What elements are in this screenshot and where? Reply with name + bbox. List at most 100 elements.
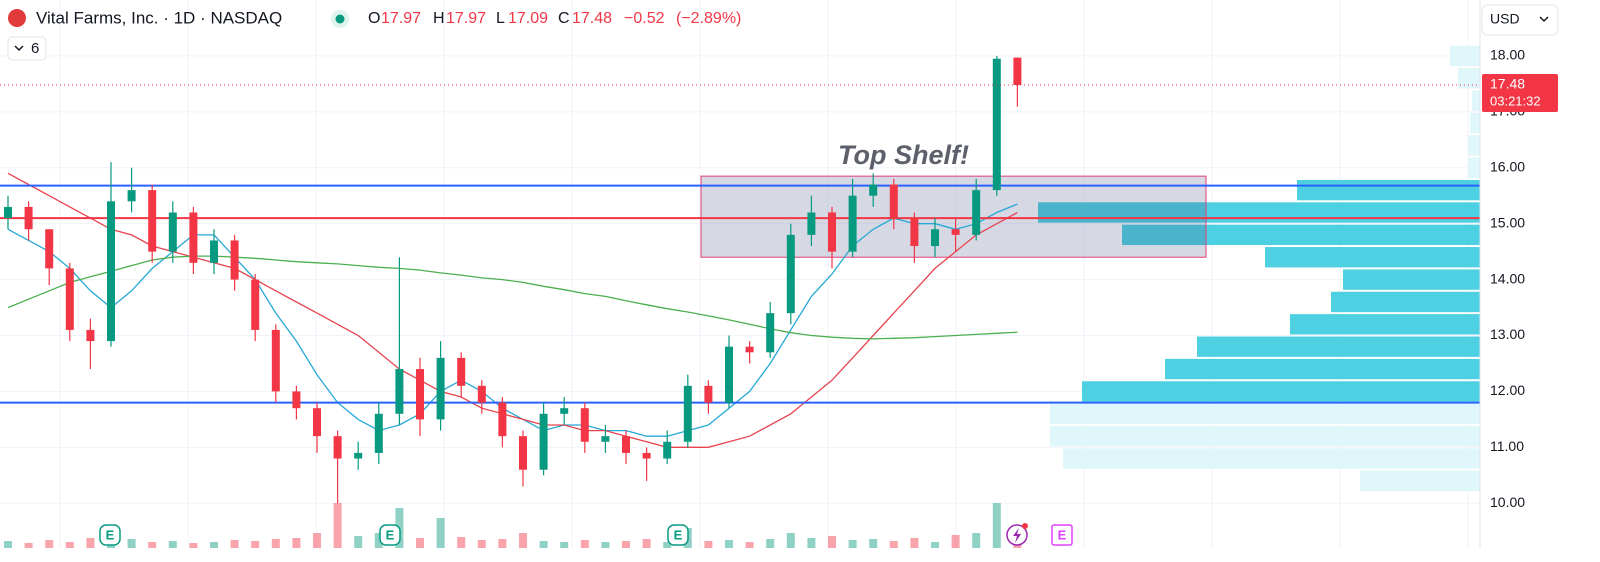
volume-bar [786,533,795,548]
y-tick-label: 13.00 [1490,326,1525,342]
profile-bar [1472,90,1480,111]
event-marker [1051,524,1073,546]
y-tick-label: 15.00 [1490,214,1525,230]
volume-bar [477,540,486,548]
candle-body [148,190,157,252]
candle-body [333,436,342,459]
profile-bar [1265,247,1480,268]
volume-bar [725,540,733,548]
candle-body [560,408,569,414]
h-value: 17.97 [446,10,486,27]
profile-bar [1360,470,1480,492]
profile-bar [1331,291,1480,313]
profile-bar [1165,358,1480,380]
zone-box [700,175,1207,258]
event-marker [99,524,121,546]
volume-bar [560,542,569,548]
candle-body [745,346,754,353]
event-marker [667,524,689,546]
volume-bar [992,503,1001,548]
candle-body [580,408,589,442]
candle-body [725,346,733,403]
y-tick-label: 10.00 [1490,494,1525,510]
candle-body [828,212,836,252]
y-tick-label: 11.00 [1490,438,1524,454]
volume-bar [910,538,919,548]
candle-body [477,385,486,403]
profile-bar [1343,269,1480,290]
candle-body [498,402,507,437]
change: −0.52 [624,10,665,27]
candle-body [519,436,527,470]
profile-bar [1063,448,1480,469]
profile-bar [1290,314,1480,335]
l-value: 17.09 [508,10,548,27]
volume-bar [148,542,157,548]
change-pct: (−2.89%) [676,10,741,27]
candle-body [395,369,404,414]
currency-button[interactable] [1481,4,1559,36]
candle-body [292,391,301,409]
price-tag [1482,73,1558,112]
candle-body [313,408,321,437]
volume-bar [230,540,239,548]
candle-body [107,201,115,342]
candle-body [992,58,1001,191]
profile-bar [1450,45,1480,67]
h-label: H [433,10,445,27]
profile-bar [1197,336,1480,357]
volume-bar [704,541,713,548]
candle-body [354,452,363,459]
candle-body [663,441,672,459]
candle-body [931,229,939,247]
volume-bar [642,539,651,548]
indicator-toggle[interactable] [7,36,47,61]
volume-bar [4,541,12,548]
candle-body [65,268,74,330]
candle-body [848,195,857,252]
candle-body [436,357,445,420]
volume-bar [601,542,610,548]
volume-bar [416,538,424,548]
volume-bar [663,542,672,548]
alert-dot [1022,523,1028,529]
candle-body [251,279,260,330]
candle-body [374,413,383,453]
candle-body [889,184,898,219]
candle-body [807,212,816,235]
event-label: E [674,527,683,542]
profile-bar [1082,381,1480,402]
volume-bar [848,540,857,548]
volume-bar [189,543,198,548]
candle-body [683,385,692,442]
volume-bar [457,537,466,548]
event-label: E [1058,527,1067,542]
event-marker [379,524,401,546]
event-label: E [386,527,395,542]
volume-bar [931,542,939,548]
candle-body [86,329,95,342]
candle-body [869,184,878,196]
profile-bar [1470,112,1480,134]
candle-body [786,234,795,314]
candle-body [24,206,33,230]
profile-bar [1050,403,1480,424]
candle-body [271,329,280,392]
candle-body [189,212,198,263]
volume-bar [498,539,507,548]
volume-bar [354,536,363,548]
logo [8,9,26,27]
candle-body [972,190,981,235]
candle-body [704,385,713,403]
y-tick-label: 14.00 [1490,270,1525,286]
volume-bar [271,539,280,548]
candle-body [622,436,630,453]
volume-bar [251,541,260,548]
profile-bar [1468,135,1480,156]
o-value: 17.97 [381,10,421,27]
price-tag-value: 17.48 [1490,76,1525,92]
candle-body [416,369,424,420]
volume-bar [580,540,589,548]
candle-body [910,218,919,247]
